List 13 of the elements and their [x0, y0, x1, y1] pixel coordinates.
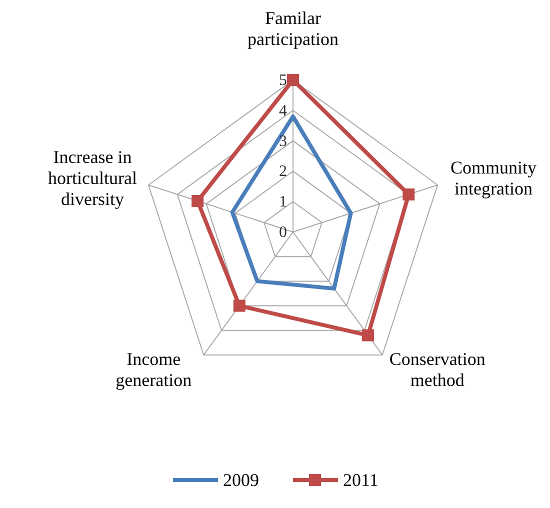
spoke-label: Increase in horticultural diversity: [48, 147, 138, 210]
y-tick-label: 1: [279, 194, 287, 211]
legend-label: 2009: [223, 470, 259, 490]
spoke-label: Familar participation: [248, 8, 338, 49]
y-tick-label: 2: [279, 163, 287, 180]
y-tick-label: 4: [279, 102, 287, 120]
spoke-label: Conservation method: [389, 348, 486, 390]
y-tick-label: 3: [279, 132, 287, 150]
y-tick-label: 0: [279, 224, 287, 241]
spoke-label: Income generation: [116, 348, 192, 390]
spoke-label: Community integration: [450, 158, 536, 199]
legend-label: 2011: [343, 470, 378, 490]
y-tick-label: 5: [279, 72, 287, 89]
